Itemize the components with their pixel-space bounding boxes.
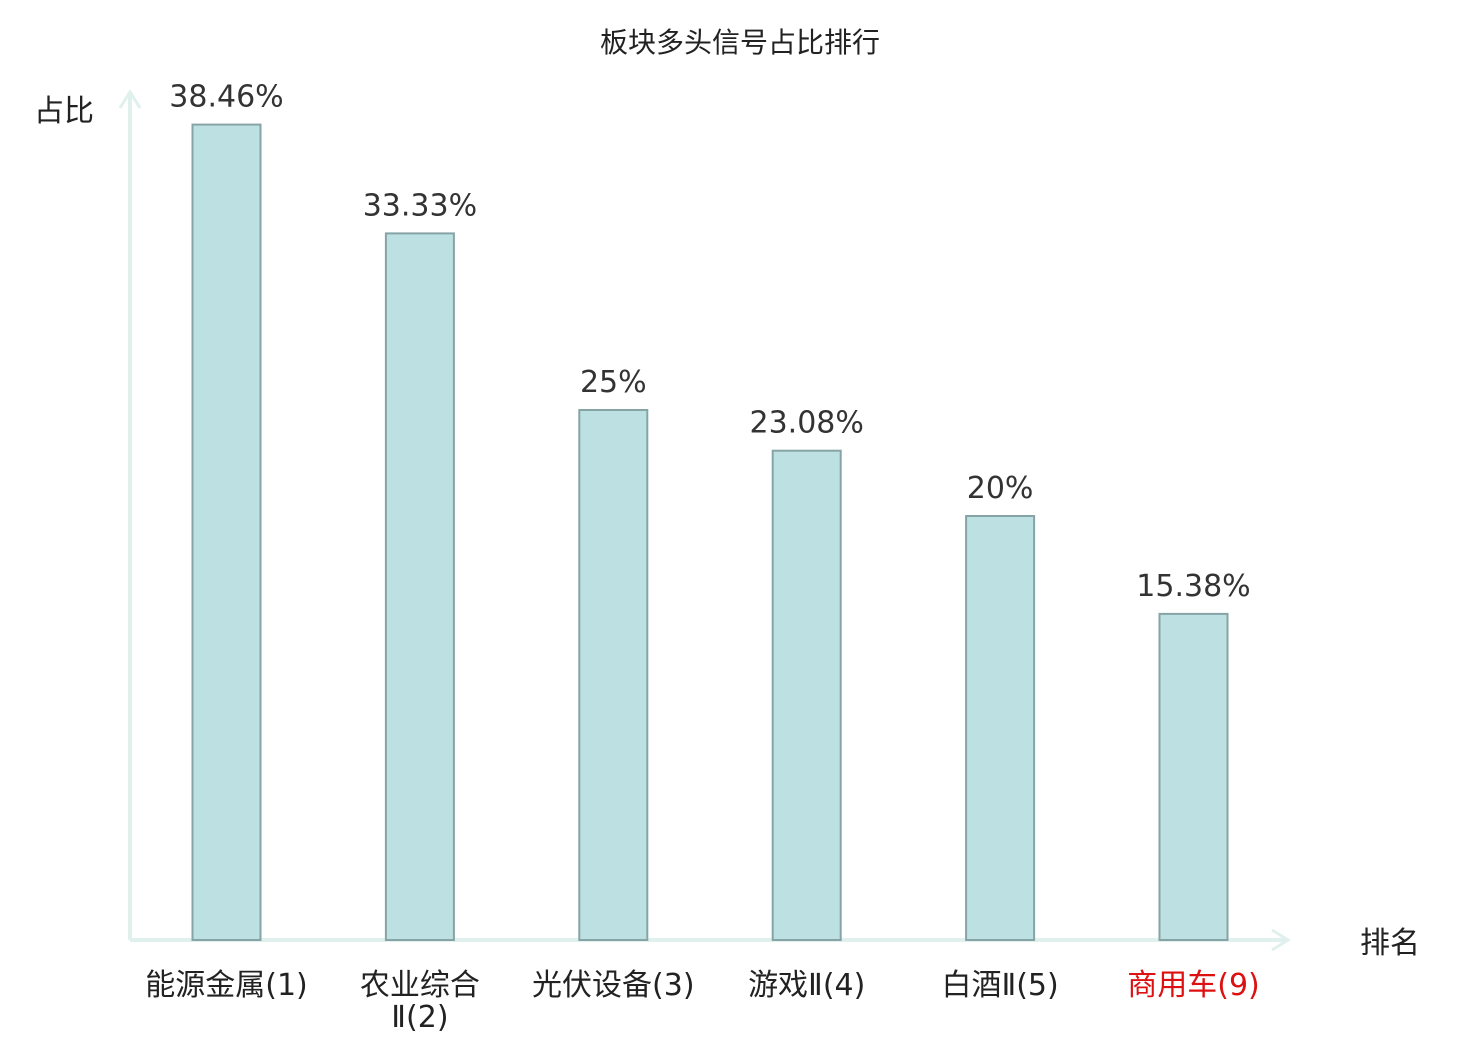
x-axis-label: 排名 [1360, 926, 1420, 961]
y-axis-label: 占比 [34, 94, 94, 129]
bar-3 [578, 409, 649, 941]
value-label-1: 38.46% [169, 80, 283, 115]
bar-5 [965, 515, 1036, 941]
category-label-1: 能源金属(1) [145, 968, 308, 1003]
value-label-5: 20% [967, 471, 1034, 506]
bars-layer [191, 123, 1229, 942]
value-label-2: 33.33% [363, 188, 477, 223]
bar-2 [384, 232, 455, 941]
category-label-5: 白酒Ⅱ(5) [941, 968, 1058, 1003]
chart-title: 板块多头信号占比排行 [600, 26, 880, 59]
category-label-2-line-2: Ⅱ(2) [391, 1000, 448, 1035]
category-label-2-line-1: 农业综合 [360, 968, 480, 1003]
category-label-4: 游戏Ⅱ(4) [748, 968, 865, 1003]
value-labels-layer: 38.46% 33.33% 25% 23.08% 20% 15.38% [169, 80, 1250, 604]
bar-4 [771, 449, 842, 941]
bar-1 [191, 123, 262, 942]
category-label-3: 光伏设备(3) [532, 968, 695, 1003]
x-axis [130, 928, 1291, 952]
value-label-4: 23.08% [750, 406, 864, 441]
value-label-6: 15.38% [1136, 569, 1250, 604]
bar-6 [1158, 612, 1229, 942]
value-label-3: 25% [580, 365, 647, 400]
category-label-6: 商用车(9) [1127, 968, 1260, 1003]
y-axis [118, 89, 142, 940]
